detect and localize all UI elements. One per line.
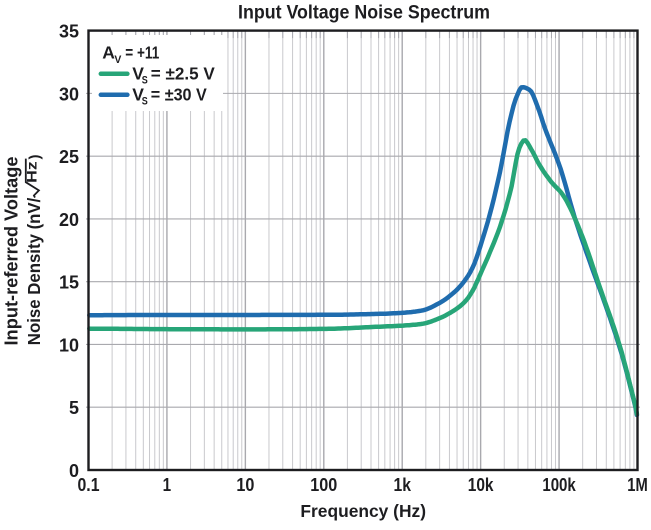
svg-text:V: V	[132, 84, 144, 104]
svg-text:V: V	[114, 54, 122, 66]
svg-text:Frequency (Hz): Frequency (Hz)	[300, 501, 426, 521]
svg-text:Input-referred Voltage: Input-referred Voltage	[1, 157, 21, 346]
svg-text:Hz: Hz	[24, 161, 40, 183]
svg-text:20: 20	[59, 210, 79, 230]
svg-text:35: 35	[59, 22, 79, 42]
svg-text:0.1: 0.1	[78, 475, 100, 495]
svg-text:Input Voltage Noise Spectrum: Input Voltage Noise Spectrum	[238, 3, 490, 24]
svg-text:= +11: = +11	[125, 43, 159, 63]
svg-text:10: 10	[59, 335, 79, 355]
svg-text:10: 10	[236, 475, 254, 495]
svg-text:V: V	[132, 63, 144, 83]
svg-text:15: 15	[59, 273, 79, 293]
svg-text:5: 5	[69, 398, 79, 418]
svg-text:A: A	[102, 43, 115, 63]
svg-text:30: 30	[59, 84, 79, 104]
svg-text:25: 25	[59, 147, 79, 167]
svg-text:= ±30 V: = ±30 V	[151, 84, 207, 104]
svg-text:0: 0	[69, 461, 79, 481]
svg-text:= ±2.5 V: = ±2.5 V	[151, 63, 215, 83]
svg-text:): )	[26, 155, 43, 160]
svg-text:100k: 100k	[542, 475, 576, 495]
svg-text:Noise Density (nV/: Noise Density (nV/	[24, 198, 44, 346]
svg-text:1k: 1k	[393, 475, 411, 495]
svg-text:S: S	[142, 75, 148, 87]
svg-text:1: 1	[163, 475, 172, 495]
svg-text:10k: 10k	[468, 475, 495, 495]
svg-text:1M: 1M	[627, 475, 648, 495]
svg-text:100: 100	[310, 475, 337, 495]
svg-text:S: S	[142, 96, 148, 108]
